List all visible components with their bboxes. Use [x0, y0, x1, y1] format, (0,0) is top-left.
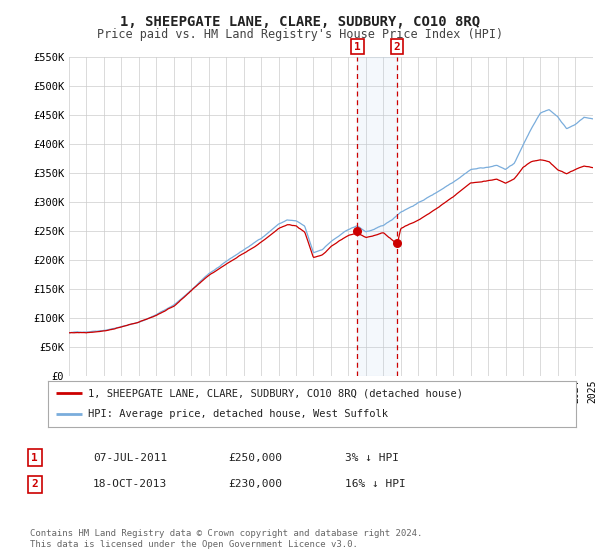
Text: 16% ↓ HPI: 16% ↓ HPI	[345, 479, 406, 489]
Text: 18-OCT-2013: 18-OCT-2013	[93, 479, 167, 489]
Text: £250,000: £250,000	[228, 452, 282, 463]
Text: 2: 2	[394, 41, 401, 52]
Text: 1: 1	[31, 452, 38, 463]
Point	[392, 239, 402, 248]
Text: Price paid vs. HM Land Registry's House Price Index (HPI): Price paid vs. HM Land Registry's House …	[97, 28, 503, 41]
Text: £230,000: £230,000	[228, 479, 282, 489]
Text: 1, SHEEPGATE LANE, CLARE, SUDBURY, CO10 8RQ: 1, SHEEPGATE LANE, CLARE, SUDBURY, CO10 …	[120, 15, 480, 29]
Text: HPI: Average price, detached house, West Suffolk: HPI: Average price, detached house, West…	[88, 409, 388, 419]
Point	[353, 227, 362, 236]
Text: 1, SHEEPGATE LANE, CLARE, SUDBURY, CO10 8RQ (detached house): 1, SHEEPGATE LANE, CLARE, SUDBURY, CO10 …	[88, 388, 463, 398]
Text: Contains HM Land Registry data © Crown copyright and database right 2024.
This d: Contains HM Land Registry data © Crown c…	[30, 529, 422, 549]
Text: 1: 1	[354, 41, 361, 52]
Text: 07-JUL-2011: 07-JUL-2011	[93, 452, 167, 463]
Text: 3% ↓ HPI: 3% ↓ HPI	[345, 452, 399, 463]
Text: 2: 2	[31, 479, 38, 489]
Bar	[358, 57, 397, 376]
